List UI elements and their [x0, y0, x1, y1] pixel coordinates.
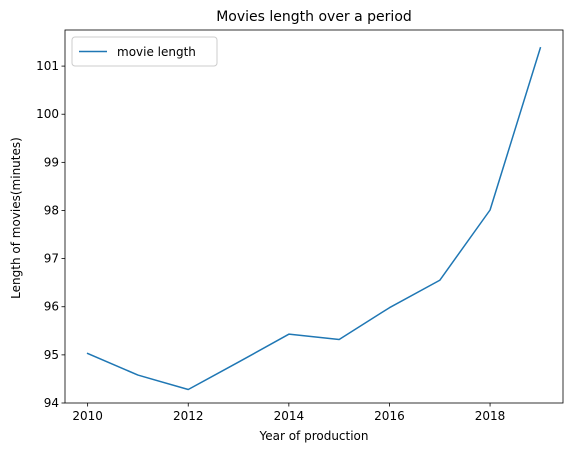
- y-tick-label: 96: [44, 300, 59, 314]
- y-tick-label: 100: [36, 107, 59, 121]
- x-axis-title: Year of production: [258, 429, 368, 443]
- y-tick-label: 99: [44, 155, 59, 169]
- series-line-movie-length: [86, 46, 542, 391]
- y-axis-title: Length of movies(minutes): [9, 137, 23, 299]
- y-tick-label: 95: [44, 348, 59, 362]
- x-tick-label: 2014: [274, 409, 305, 423]
- y-tick-label: 97: [44, 252, 59, 266]
- legend: movie length: [71, 36, 218, 67]
- y-tick-label: 94: [44, 396, 59, 410]
- chart-title: Movies length over a period: [216, 9, 412, 25]
- x-tick-label: 2012: [173, 409, 204, 423]
- legend-label: movie length: [117, 45, 196, 59]
- x-tick-label: 2016: [374, 409, 405, 423]
- plot-area: [86, 46, 542, 391]
- x-tick-label: 2010: [72, 409, 103, 423]
- legend-box: [71, 36, 218, 67]
- x-axis: 2010 2012 2014 2016 2018: [72, 403, 505, 423]
- plot-frame: [64, 29, 564, 404]
- y-tick-label: 101: [36, 59, 59, 73]
- x-tick-label: 2018: [475, 409, 506, 423]
- y-axis: 94 95 96 97 98 99 100 101: [36, 59, 65, 410]
- y-tick-label: 98: [44, 203, 59, 217]
